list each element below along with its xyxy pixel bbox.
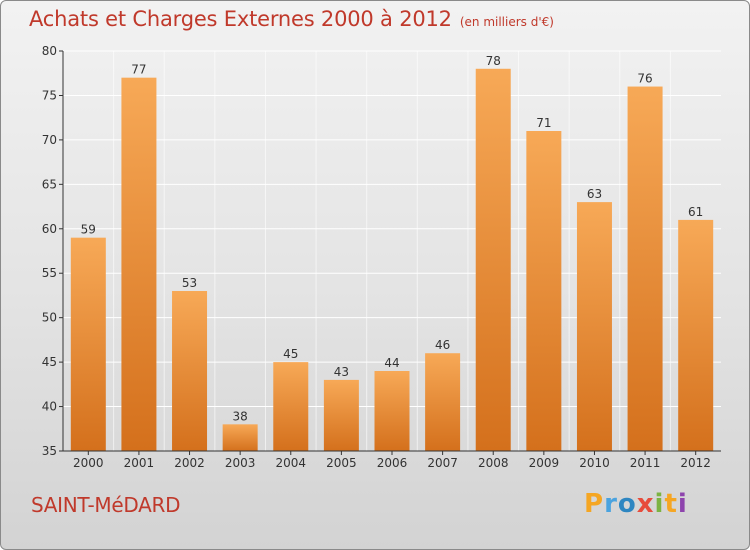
bars bbox=[70, 68, 714, 452]
logo-letter: x bbox=[636, 489, 655, 519]
x-tick-label: 2001 bbox=[124, 456, 155, 470]
x-tick-label: 2004 bbox=[275, 456, 306, 470]
y-tick-label: 40 bbox=[42, 400, 57, 414]
y-tick-label: 55 bbox=[42, 266, 57, 280]
proxiti-logo: Proxiti bbox=[584, 489, 688, 519]
x-tick-label: 2010 bbox=[579, 456, 610, 470]
axes: 35 40 45 50 55 60 65 70 75 80 2000 2001 2002 2003 2004… bbox=[42, 44, 721, 470]
logo-letter: r bbox=[604, 489, 618, 519]
bar bbox=[678, 219, 714, 451]
y-tick-label: 60 bbox=[42, 222, 57, 236]
data-label: 61 bbox=[688, 205, 703, 219]
data-label: 76 bbox=[637, 72, 652, 86]
chart-unit: (en milliers d'€) bbox=[459, 15, 554, 29]
data-label: 63 bbox=[587, 187, 602, 201]
bar bbox=[70, 237, 106, 451]
bar bbox=[121, 77, 157, 452]
data-label: 46 bbox=[435, 338, 450, 352]
bar bbox=[627, 86, 663, 452]
x-tick-label: 2005 bbox=[326, 456, 357, 470]
y-tick-label: 75 bbox=[42, 88, 57, 102]
bar bbox=[222, 424, 258, 451]
x-tick-label: 2000 bbox=[73, 456, 104, 470]
x-tick-label: 2012 bbox=[680, 456, 711, 470]
bar bbox=[273, 362, 309, 451]
data-label: 53 bbox=[182, 276, 197, 290]
data-label: 45 bbox=[283, 347, 298, 361]
x-tick-label: 2007 bbox=[427, 456, 458, 470]
y-tick-label: 35 bbox=[42, 444, 57, 458]
x-tick-label: 2003 bbox=[225, 456, 256, 470]
bar bbox=[425, 353, 461, 451]
y-tick-label: 70 bbox=[42, 133, 57, 147]
x-tick-label: 2002 bbox=[174, 456, 205, 470]
x-tick-label: 2008 bbox=[478, 456, 509, 470]
logo-letter: t bbox=[664, 489, 678, 519]
bar bbox=[374, 371, 410, 451]
logo-letter: i bbox=[654, 489, 665, 519]
logo-letter: i bbox=[677, 489, 688, 519]
data-label: 78 bbox=[486, 54, 501, 68]
bar bbox=[576, 202, 612, 451]
place-name: SAINT-MéDARD bbox=[31, 493, 181, 517]
logo-letter: P bbox=[584, 489, 605, 519]
data-labels: 59 77 53 38 45 43 44 46 78 71 63 76 61 bbox=[81, 54, 704, 424]
data-label: 44 bbox=[384, 356, 399, 370]
data-label: 38 bbox=[233, 409, 248, 423]
y-tick-label: 80 bbox=[42, 44, 57, 58]
bar bbox=[475, 68, 511, 452]
data-label: 71 bbox=[536, 116, 551, 130]
data-label: 59 bbox=[81, 223, 96, 237]
bar bbox=[323, 379, 359, 451]
x-tick-label: 2009 bbox=[529, 456, 560, 470]
x-tick-label: 2006 bbox=[377, 456, 408, 470]
logo-letter: o bbox=[617, 489, 637, 519]
chart-title-text: Achats et Charges Externes 2000 à 2012 bbox=[29, 7, 452, 31]
data-label: 77 bbox=[131, 63, 146, 77]
bar bbox=[526, 131, 562, 451]
y-tick-label: 45 bbox=[42, 355, 57, 369]
bar bbox=[172, 291, 208, 451]
chart-title: Achats et Charges Externes 2000 à 2012 (e… bbox=[29, 7, 554, 31]
x-tick-label: 2011 bbox=[630, 456, 661, 470]
y-tick-label: 50 bbox=[42, 311, 57, 325]
y-tick-label: 65 bbox=[42, 177, 57, 191]
data-label: 43 bbox=[334, 365, 349, 379]
